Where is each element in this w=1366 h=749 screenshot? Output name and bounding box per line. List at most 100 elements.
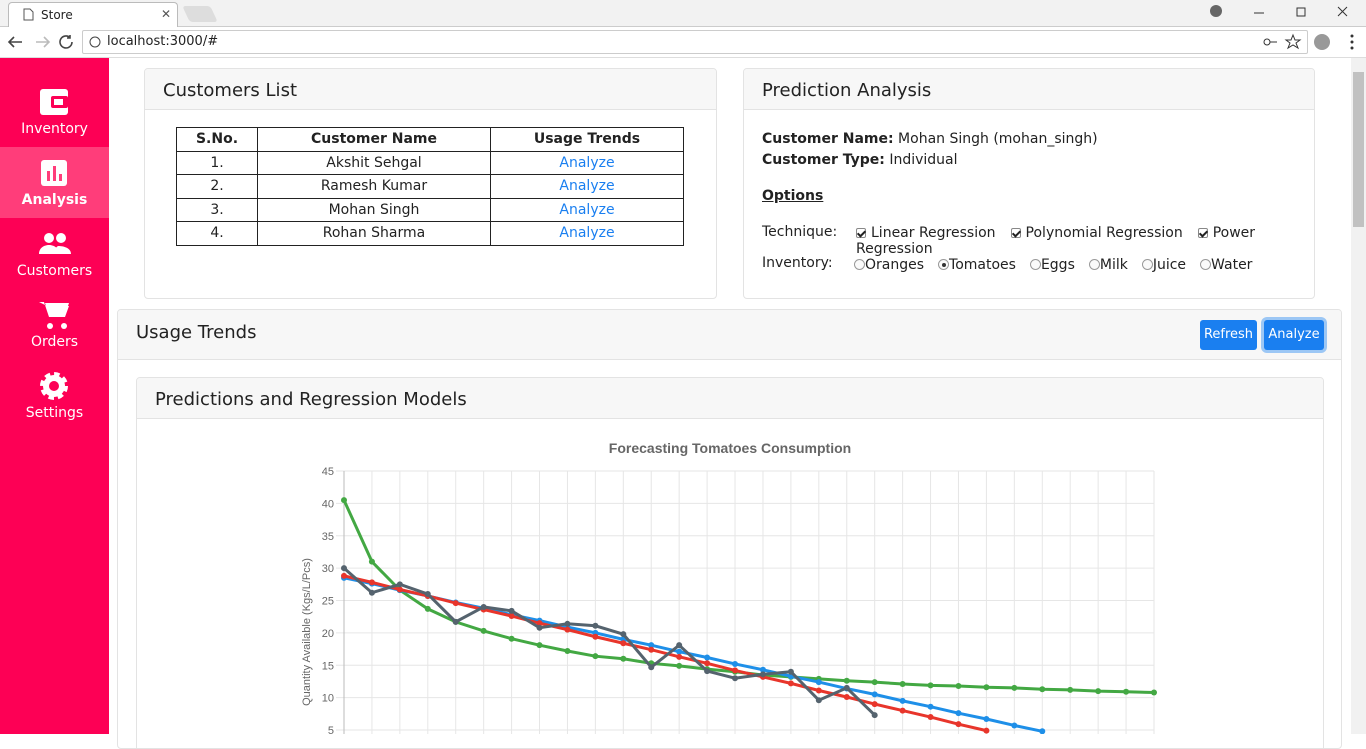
url-field[interactable]: localhost:3000/# xyxy=(82,30,1308,54)
toolbar-icons[interactable] xyxy=(1262,33,1362,53)
data-point xyxy=(759,671,766,678)
data-point xyxy=(620,655,627,662)
checkbox[interactable] xyxy=(856,228,866,238)
y-tick-label: 35 xyxy=(322,531,334,543)
nav-label: Customers xyxy=(16,263,93,279)
data-point xyxy=(592,653,599,660)
data-point xyxy=(676,648,683,655)
radio[interactable] xyxy=(1088,259,1100,270)
data-point xyxy=(787,668,794,675)
option-label: Polynomial Regression xyxy=(1025,225,1183,241)
data-point xyxy=(871,679,878,686)
data-point xyxy=(787,680,794,687)
radio[interactable] xyxy=(938,259,950,270)
data-point xyxy=(983,715,990,722)
nav-item[interactable]: Orders xyxy=(0,289,109,360)
technique-option[interactable]: Polynomial Regression xyxy=(1010,225,1183,241)
scrollbar-thumb[interactable] xyxy=(1353,72,1364,227)
inventory-option[interactable]: Juice xyxy=(1141,257,1187,273)
analyze-link[interactable]: Analyze xyxy=(559,225,615,242)
radio[interactable] xyxy=(1200,259,1212,270)
inventory-option[interactable]: Eggs xyxy=(1029,257,1075,273)
field-label: Customer Name: xyxy=(762,131,894,147)
nav-buttons[interactable] xyxy=(6,33,76,51)
data-point xyxy=(871,691,878,698)
table-cell: Akshit Sehgal xyxy=(257,150,491,175)
radio[interactable] xyxy=(854,259,865,270)
tab-bar: Store ✕ xyxy=(0,0,1366,27)
y-tick-label: 15 xyxy=(322,660,334,672)
option-label: Linear Regression xyxy=(871,225,996,241)
data-point xyxy=(1011,722,1018,729)
data-point xyxy=(899,707,906,714)
y-tick-label: 10 xyxy=(322,693,334,705)
technique-option[interactable]: Linear Regression xyxy=(856,225,996,241)
data-point xyxy=(620,631,627,638)
analyze-link[interactable]: Analyze xyxy=(559,201,615,218)
analyze-link[interactable]: Analyze xyxy=(559,154,615,171)
data-point xyxy=(536,620,543,627)
data-point xyxy=(424,591,431,598)
window-controls xyxy=(1210,5,1348,17)
table-cell: Analyze xyxy=(490,174,684,199)
nav-item[interactable]: Inventory xyxy=(0,76,109,147)
data-point xyxy=(927,714,934,721)
tab-close[interactable]: ✕ xyxy=(161,7,172,21)
chart-icon xyxy=(41,160,67,186)
technique-option[interactable]: Power Regression xyxy=(856,225,1255,257)
data-point xyxy=(899,681,906,688)
checkbox[interactable] xyxy=(1010,228,1021,238)
url: localhost:3000/# xyxy=(107,34,219,49)
table-cell: Analyze xyxy=(490,221,684,246)
analyze-button[interactable]: Analyze xyxy=(1264,320,1324,350)
data-point xyxy=(983,727,990,734)
data-point xyxy=(480,627,487,634)
table-cell: Analyze xyxy=(490,197,684,222)
table-row: 4. Rohan Sharma Analyze xyxy=(176,221,684,246)
data-point xyxy=(648,664,655,671)
inventory-option[interactable]: Water xyxy=(1200,257,1252,273)
refresh-button[interactable]: Refresh xyxy=(1200,320,1257,350)
inventory-option[interactable]: Oranges xyxy=(854,257,924,273)
chart: Forecasting Tomatoes Consumption Quantit… xyxy=(301,440,1157,734)
radio[interactable] xyxy=(1029,259,1041,270)
table-row: 3. Mohan Singh Analyze xyxy=(176,197,684,222)
data-point xyxy=(732,675,739,682)
new-tab[interactable] xyxy=(182,6,218,22)
nav-item[interactable]: Customers xyxy=(0,218,109,289)
data-point xyxy=(955,710,962,717)
y-tick-label: 30 xyxy=(322,563,334,575)
browser-tab[interactable]: Store ✕ xyxy=(8,2,178,27)
chart-title: Forecasting Tomatoes Consumption xyxy=(609,440,851,456)
column-header: S.No. xyxy=(176,127,258,152)
data-point xyxy=(1095,688,1102,695)
inventory-option[interactable]: Tomatoes xyxy=(938,257,1016,273)
data-point xyxy=(927,703,934,710)
table-row: 1. Akshit Sehgal Analyze xyxy=(176,150,684,175)
nav-item[interactable]: Settings xyxy=(0,360,109,431)
data-point xyxy=(1123,688,1130,695)
wallet-icon xyxy=(40,89,68,115)
data-point xyxy=(843,684,850,691)
data-point xyxy=(508,613,515,620)
radio[interactable] xyxy=(1141,259,1153,270)
data-point xyxy=(341,565,347,572)
customers-table: S.No. Customer Name Usage Trends 1. Akshit … xyxy=(176,127,684,246)
sidebar: Inventory Analysis Customers Orders Sett… xyxy=(0,58,109,734)
column-header: Usage Trends xyxy=(490,127,684,152)
inventory-option[interactable]: Milk xyxy=(1088,257,1128,273)
option-label: Juice xyxy=(1152,257,1187,273)
inventory-label: Inventory: xyxy=(762,255,833,271)
series-line xyxy=(342,499,1155,694)
data-point xyxy=(452,600,459,607)
nav-item[interactable]: Analysis xyxy=(0,147,109,218)
data-point xyxy=(704,660,711,667)
analyze-link[interactable]: Analyze xyxy=(559,178,615,195)
scrollbar[interactable] xyxy=(1351,58,1366,734)
nav-label: Settings xyxy=(25,405,84,421)
data-point xyxy=(1151,689,1157,696)
checkbox[interactable] xyxy=(1197,228,1208,238)
series-line xyxy=(343,566,876,717)
data-point xyxy=(648,646,655,653)
data-point xyxy=(536,624,543,631)
